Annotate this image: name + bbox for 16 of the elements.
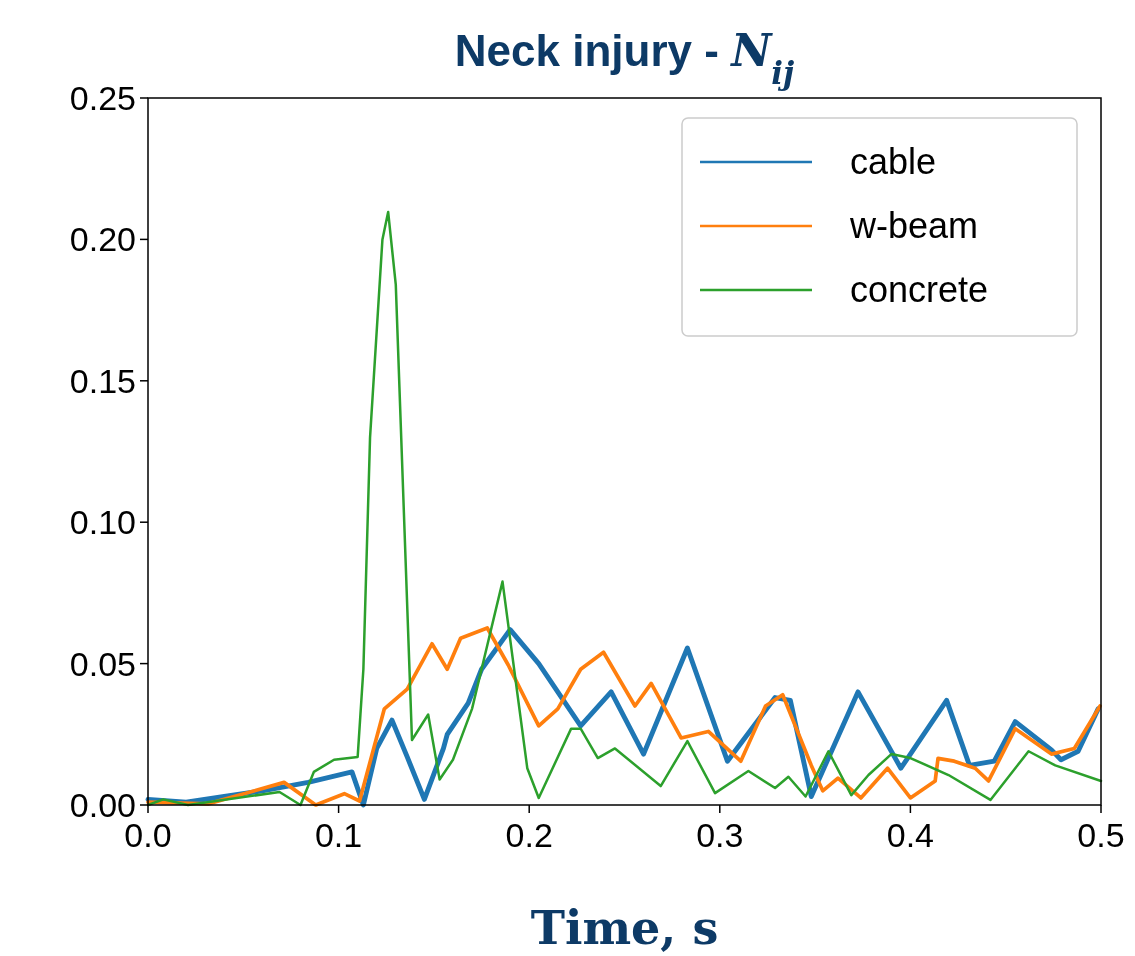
x-axis-title: Time, s — [530, 901, 719, 955]
legend-label: concrete — [850, 269, 989, 310]
y-tick-label: 0.20 — [69, 220, 136, 259]
y-tick-label: 0.15 — [69, 361, 136, 400]
legend-label: cable — [850, 141, 937, 182]
line-series — [146, 210, 1103, 807]
x-tick-label: 0.4 — [886, 816, 935, 854]
x-tick-label: 0.5 — [1077, 816, 1125, 854]
x-tick-label: 0.2 — [505, 816, 553, 854]
chart-title: Neck injury - N$_{ij}$ — [454, 25, 795, 91]
x-tick-label: 0.1 — [314, 816, 363, 854]
x-tick-label: 0.3 — [696, 816, 744, 854]
y-tick-label: 0.05 — [69, 644, 136, 683]
y-tick-label: 0.25 — [69, 79, 136, 117]
legend-label: w-beam — [849, 205, 979, 246]
y-tick-label: 0.10 — [69, 503, 136, 542]
